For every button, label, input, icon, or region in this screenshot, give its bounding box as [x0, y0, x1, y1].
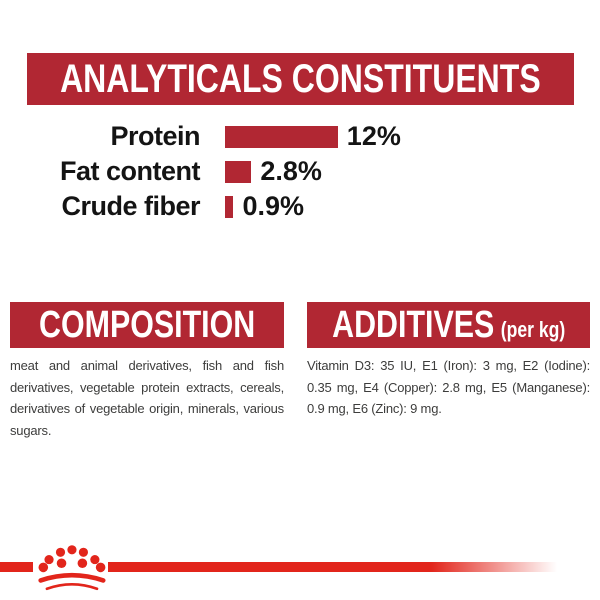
composition-title: COMPOSITION: [38, 304, 256, 346]
composition-body-text: meat and animal derivatives, fish and fi…: [10, 358, 284, 438]
additives-banner: ADDITIVES (per kg): [307, 302, 590, 348]
composition-section: COMPOSITION meat and animal derivatives,…: [10, 302, 284, 454]
analytical-constituents-chart: Protein 12% Fat content 2.8% Crude fiber 0.9%: [0, 119, 450, 224]
chart-value-label: 2.8%: [260, 156, 322, 186]
composition-banner: COMPOSITION: [10, 302, 284, 348]
additives-title-main: ADDITIVES: [331, 304, 495, 346]
chart-value-label: 12%: [346, 121, 401, 151]
royal-canin-crown-icon: [38, 545, 106, 591]
chart-bar: [225, 195, 234, 218]
brand-rule-right: [108, 562, 557, 572]
chart-row: Protein 12%: [0, 119, 450, 154]
chart-category-label: Fat content: [60, 156, 201, 186]
additives-title-suffix: (per kg): [500, 317, 566, 342]
additives-section: ADDITIVES (per kg) Vitamin D3: 35 IU, E1 …: [307, 302, 590, 433]
chart-bar: [225, 125, 338, 148]
chart-value-label: 0.9%: [242, 191, 304, 221]
chart-bar: [225, 160, 252, 183]
chart-category-label: Crude fiber: [61, 191, 200, 221]
additives-body-text: Vitamin D3: 35 IU, E1 (Iron): 3 mg, E2 (…: [307, 358, 590, 416]
chart-row: Crude fiber 0.9%: [0, 189, 450, 224]
analytical-constituents-banner: ANALYTICALS CONSTITUENTS: [27, 53, 574, 105]
additives-title: ADDITIVES (per kg): [332, 306, 565, 344]
chart-row: Fat content 2.8%: [0, 154, 450, 189]
analytical-constituents-title: ANALYTICALS CONSTITUENTS: [60, 57, 541, 101]
chart-category-label: Protein: [110, 121, 200, 151]
brand-rule-left: [0, 562, 33, 572]
